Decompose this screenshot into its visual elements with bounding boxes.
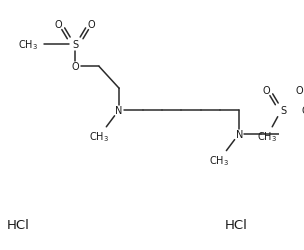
Text: HCl: HCl [225,218,247,232]
Text: O: O [71,62,79,72]
Text: N: N [236,130,243,140]
Text: HCl: HCl [6,218,29,232]
Text: O: O [55,20,62,30]
Text: $\mathregular{CH_3}$: $\mathregular{CH_3}$ [209,153,229,167]
Text: O: O [263,86,271,96]
Text: N: N [116,106,123,116]
Text: $\mathregular{CH_3}$: $\mathregular{CH_3}$ [19,38,39,52]
Text: O: O [301,106,304,116]
Text: O: O [296,86,303,96]
Text: $\mathregular{CH_3}$: $\mathregular{CH_3}$ [89,130,109,143]
Text: O: O [88,20,95,30]
Text: S: S [72,40,78,50]
Text: $\mathregular{CH_3}$: $\mathregular{CH_3}$ [257,130,277,143]
Text: S: S [280,106,286,116]
